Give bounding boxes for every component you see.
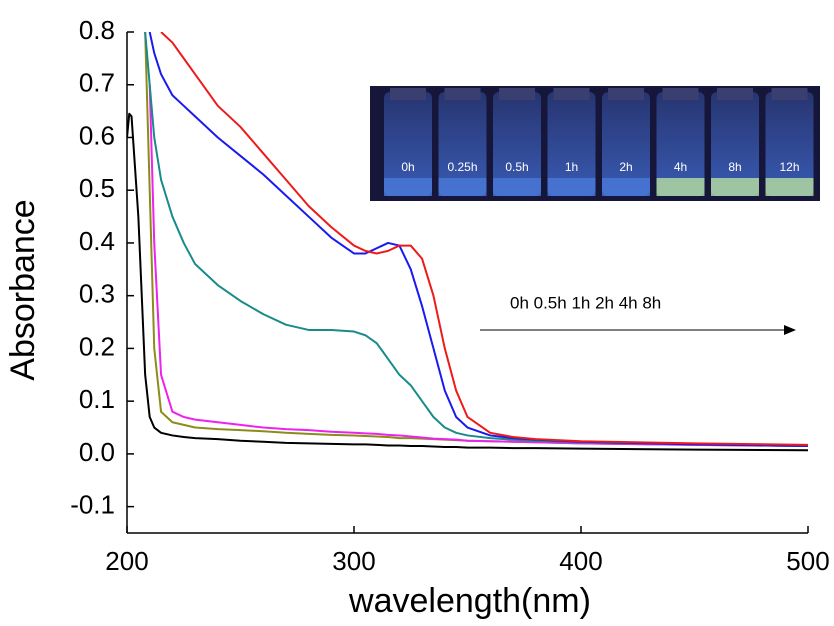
vial-liquid bbox=[493, 178, 541, 196]
x-axis-title: wavelength(nm) bbox=[348, 582, 591, 620]
series-line bbox=[127, 112, 809, 452]
inset-label: 4h bbox=[674, 160, 687, 174]
vial-liquid bbox=[384, 178, 432, 196]
vial bbox=[384, 92, 432, 196]
vial-cap bbox=[608, 88, 644, 100]
y-tick-label: 0.7 bbox=[79, 68, 115, 98]
vial-liquid bbox=[438, 178, 487, 196]
y-tick-label: 0.3 bbox=[79, 279, 115, 309]
y-tick-label: 0.5 bbox=[79, 173, 115, 203]
y-axis-title: Absorbance bbox=[4, 199, 42, 380]
vial bbox=[547, 92, 596, 196]
vial bbox=[438, 92, 487, 196]
inset-photo: 0h 0.25h 0.5h 1h 2h 4h 8h 12h bbox=[370, 86, 820, 201]
y-tick-label: 0.8 bbox=[79, 15, 115, 45]
vial-liquid bbox=[711, 178, 759, 196]
vial-liquid bbox=[547, 178, 596, 196]
vial-liquid bbox=[602, 178, 650, 196]
plot-lines bbox=[127, 32, 809, 452]
vial bbox=[711, 92, 759, 196]
vial-cap bbox=[771, 88, 808, 100]
inset-label: 12h bbox=[779, 160, 799, 174]
arrow-head bbox=[784, 325, 796, 335]
vial-liquid bbox=[656, 178, 705, 196]
y-tick-label: 0.4 bbox=[79, 226, 115, 256]
vial bbox=[602, 92, 650, 196]
vial bbox=[656, 92, 705, 196]
series-line bbox=[148, 32, 809, 447]
x-tick-label: 400 bbox=[559, 546, 602, 576]
y-tick-label: 0.6 bbox=[79, 120, 115, 150]
vial-cap bbox=[390, 88, 426, 100]
vial-cap bbox=[444, 88, 481, 100]
x-tick-label: 300 bbox=[332, 546, 375, 576]
vial-cap bbox=[499, 88, 535, 100]
inset-label: 0.25h bbox=[447, 160, 477, 174]
vial-cap bbox=[662, 88, 699, 100]
y-tick-label: 0.2 bbox=[79, 331, 115, 361]
vial bbox=[493, 92, 541, 196]
inset-label: 2h bbox=[619, 160, 632, 174]
y-tick-label: 0.0 bbox=[79, 437, 115, 467]
x-tick-label: 200 bbox=[105, 546, 148, 576]
series-line bbox=[144, 32, 809, 447]
inset-label: 0.5h bbox=[505, 160, 528, 174]
series-line bbox=[160, 32, 809, 446]
vial-liquid bbox=[765, 178, 814, 196]
vial-cap bbox=[553, 88, 590, 100]
vial-cap bbox=[717, 88, 753, 100]
annotation: 0h 0.5h 1h 2h 4h 8h bbox=[510, 293, 661, 312]
inset-label: 8h bbox=[728, 160, 741, 174]
y-tick-label: 0.1 bbox=[79, 384, 115, 414]
vial bbox=[765, 92, 814, 196]
series-line bbox=[148, 84, 809, 447]
y-tick-label: -0.1 bbox=[70, 490, 115, 520]
x-tick-label: 500 bbox=[786, 546, 829, 576]
inset-label: 0h bbox=[401, 160, 414, 174]
inset-label: 1h bbox=[565, 160, 578, 174]
